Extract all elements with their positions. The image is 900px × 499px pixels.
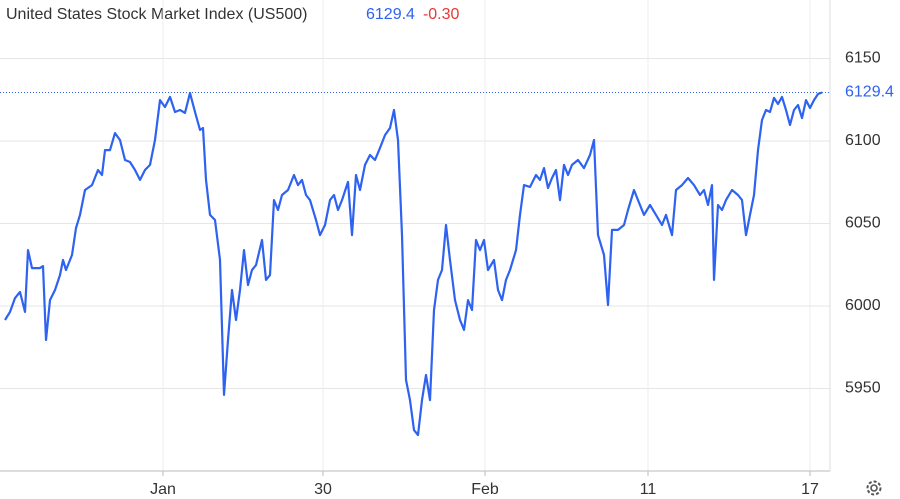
chart-title: United States Stock Market Index (US500) [6,6,307,23]
y-tick-label: 6150 [845,50,881,67]
settings-icon[interactable] [866,480,882,496]
y-tick-label: 6050 [845,215,881,232]
x-tick-label: 17 [801,481,819,498]
x-tick-label: Feb [471,481,499,498]
y-tick-label: 6000 [845,297,881,314]
x-tick-label: 30 [314,481,332,498]
header-price: 6129.4 [366,6,415,23]
last-price-box [838,80,900,105]
gear-hub [870,484,878,492]
gear-teeth [866,480,882,496]
header-change: -0.30 [423,6,460,23]
y-tick-label: 5950 [845,380,881,397]
price-line [4,91,823,437]
x-tick-label: Jan [150,481,176,498]
x-tick-label: 11 [640,481,657,498]
y-tick-label: 6100 [845,132,881,149]
last-price-label: 6129.4 [845,84,894,101]
